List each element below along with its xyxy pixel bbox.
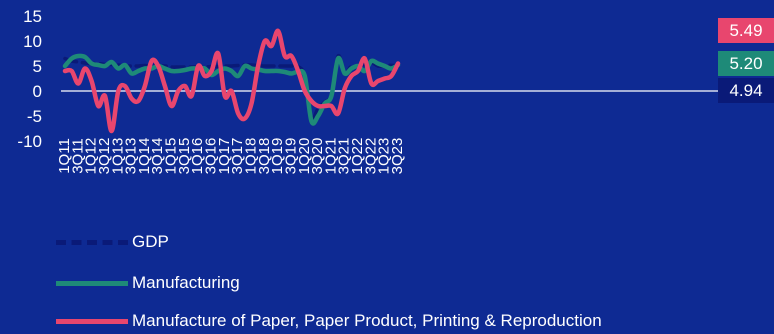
x-axis: 1Q113Q111Q123Q121Q133Q131Q143Q141Q153Q15…	[56, 138, 406, 175]
legend-label-manufacturing: Manufacturing	[132, 273, 240, 292]
x-tick-label: 1Q16	[189, 138, 206, 175]
x-tick-label: 3Q23	[389, 138, 406, 175]
x-tick-label: 1Q21	[322, 138, 339, 175]
legend-swatch-paper	[56, 318, 128, 324]
x-tick-label: 3Q19	[282, 138, 299, 175]
x-tick-label: 1Q20	[296, 138, 313, 175]
y-tick-label: -5	[27, 107, 42, 126]
x-tick-label: 1Q11	[56, 138, 73, 174]
x-tick-label: 3Q22	[362, 138, 379, 175]
x-tick-label: 3Q12	[96, 138, 113, 175]
x-tick-label: 3Q20	[309, 138, 326, 175]
y-tick-label: 15	[23, 7, 42, 26]
end-label-manufacturing: 5.20	[718, 51, 774, 76]
series-layer	[62, 28, 401, 134]
x-tick-label: 1Q17	[216, 138, 233, 175]
x-tick-label: 1Q18	[242, 138, 259, 175]
x-tick-label: 1Q13	[109, 138, 126, 175]
y-axis: -10 -5 0 5 10 15	[17, 7, 42, 151]
x-tick-label: 1Q23	[376, 138, 393, 175]
x-tick-label: 3Q11	[69, 138, 86, 174]
x-tick-label: 1Q22	[349, 138, 366, 175]
x-tick-label: 1Q12	[83, 138, 100, 175]
y-tick-label: 5	[33, 57, 42, 76]
x-tick-label: 3Q21	[336, 138, 353, 175]
y-tick-label: 10	[23, 32, 42, 51]
end-label-gdp: 4.94	[718, 78, 774, 103]
x-tick-label: 3Q15	[176, 138, 193, 175]
series-line-paper	[62, 28, 401, 134]
x-tick-label: 3Q18	[256, 138, 273, 175]
x-tick-label: 1Q15	[163, 138, 180, 175]
legend-item-paper: Manufacture of Paper, Paper Product, Pri…	[56, 309, 602, 333]
end-label-paper: 5.49	[718, 18, 774, 43]
x-tick-label: 1Q19	[269, 138, 286, 175]
x-tick-label: 3Q13	[123, 138, 140, 175]
x-tick-label: 3Q16	[203, 138, 220, 175]
legend-label-gdp: GDP	[132, 232, 169, 251]
x-tick-label: 3Q14	[149, 138, 166, 175]
legend-swatch-manufacturing	[56, 280, 128, 286]
series-line-manufacturing	[62, 53, 401, 126]
legend-item-gdp: GDP	[56, 230, 169, 254]
y-tick-label: -10	[17, 132, 42, 151]
legend-swatch-gdp	[56, 239, 128, 245]
y-tick-label: 0	[33, 82, 42, 101]
x-tick-label: 3Q17	[229, 138, 246, 175]
x-tick-label: 1Q14	[136, 138, 153, 175]
legend-item-manufacturing: Manufacturing	[56, 271, 240, 295]
legend-label-paper: Manufacture of Paper, Paper Product, Pri…	[132, 311, 602, 330]
